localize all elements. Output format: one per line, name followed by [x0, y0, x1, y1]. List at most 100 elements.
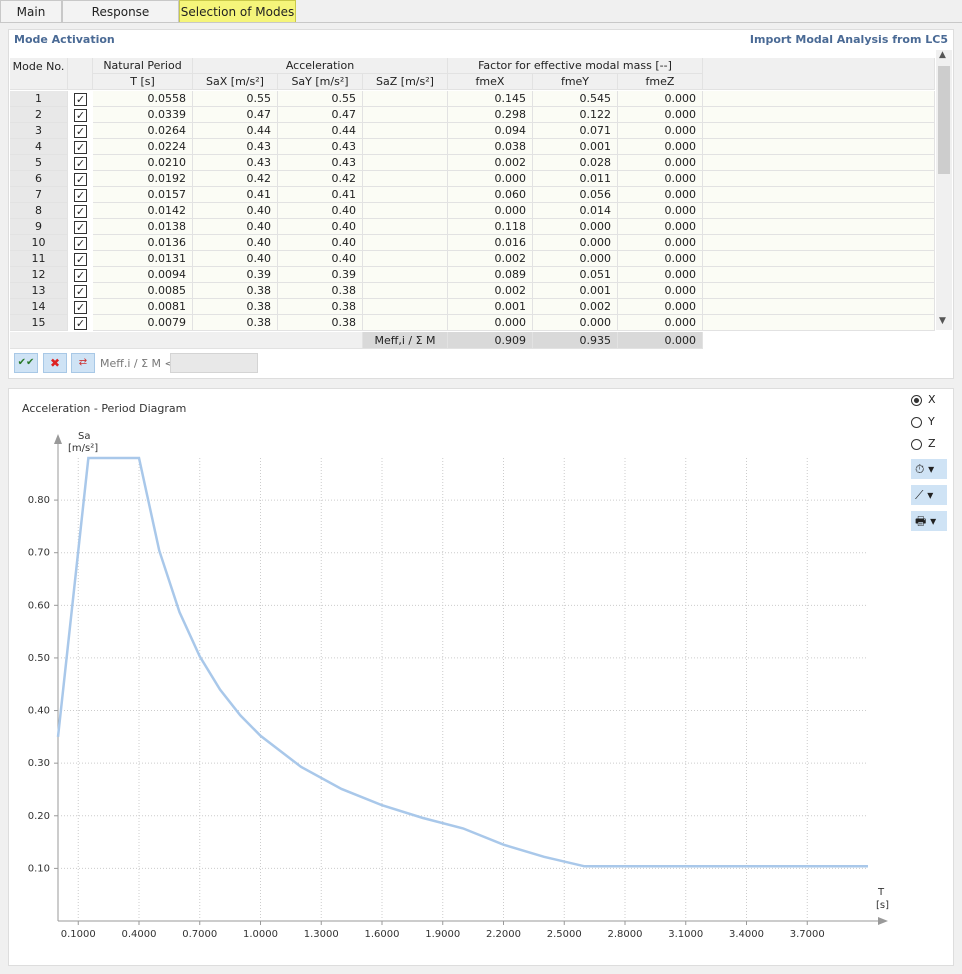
radio-option[interactable]: Z — [911, 437, 936, 451]
scroll-thumb[interactable] — [938, 66, 950, 174]
import-link[interactable]: Import Modal Analysis from LC5 — [749, 33, 948, 46]
value-cell: 0.38 — [278, 299, 363, 315]
y-tick-label: 0.40 — [28, 706, 50, 717]
empty-cell — [363, 219, 448, 235]
value-cell: 0.051 — [533, 267, 618, 283]
animation-button[interactable]: ⏱ ▾ — [911, 459, 947, 479]
check-all-button[interactable]: ✔✔ — [14, 353, 38, 373]
checkbox[interactable]: ✓ — [74, 109, 87, 122]
column-header: fmeY — [533, 74, 618, 90]
mode-number: 8 — [10, 203, 68, 219]
x-tick-label: 3.1000 — [668, 929, 703, 940]
value-cell: 0.014 — [533, 203, 618, 219]
section-title: Mode Activation — [14, 33, 115, 46]
checkbox[interactable]: ✓ — [74, 285, 87, 298]
mode-number: 2 — [10, 107, 68, 123]
checkbox[interactable]: ✓ — [74, 317, 87, 330]
value-cell: 0.40 — [278, 251, 363, 267]
value-cell: 0.000 — [618, 235, 703, 251]
invert-button[interactable]: ⇄ — [71, 353, 95, 373]
empty-cell — [363, 283, 448, 299]
y-tick-label: 0.10 — [28, 863, 50, 874]
empty-cell — [363, 203, 448, 219]
mode-number: 14 — [10, 299, 68, 315]
value-cell: 0.55 — [278, 91, 363, 107]
empty-cell — [703, 283, 935, 299]
value-cell: 0.002 — [448, 155, 533, 171]
uncheck-all-button[interactable]: ✖ — [43, 353, 67, 373]
value-cell: 0.44 — [193, 123, 278, 139]
x-tick-label: 1.0000 — [243, 929, 278, 940]
spectrum-line — [56, 456, 868, 868]
x-tick-label: 2.5000 — [547, 929, 582, 940]
value-cell: 0.000 — [448, 203, 533, 219]
x-tick-label: 0.4000 — [122, 929, 157, 940]
tab[interactable]: Response Spectrum — [62, 0, 179, 41]
value-cell: 0.39 — [278, 267, 363, 283]
value-cell: 0.40 — [193, 203, 278, 219]
tab[interactable]: Main — [0, 0, 62, 23]
mode-number: 6 — [10, 171, 68, 187]
value-cell: 0.028 — [533, 155, 618, 171]
checkbox[interactable]: ✓ — [74, 157, 87, 170]
value-cell: 0.47 — [278, 107, 363, 123]
value-cell: 0.0192 — [93, 171, 193, 187]
scrollbar[interactable]: ▲ ▼ — [936, 50, 952, 330]
checkbox[interactable]: ✓ — [74, 301, 87, 314]
scroll-up[interactable]: ▲ — [939, 50, 946, 60]
checkbox[interactable]: ✓ — [74, 125, 87, 138]
value-cell: 0.0094 — [93, 267, 193, 283]
checkbox[interactable]: ✓ — [74, 221, 87, 234]
value-cell: 0.000 — [533, 219, 618, 235]
mode-number: 13 — [10, 283, 68, 299]
header-check — [68, 58, 93, 90]
mode-number: 4 — [10, 139, 68, 155]
value-cell: 0.40 — [193, 251, 278, 267]
column-header: T [s] — [93, 74, 193, 90]
value-cell: 0.001 — [533, 139, 618, 155]
value-cell: 0.42 — [193, 171, 278, 187]
filter-input[interactable] — [170, 353, 258, 373]
mode-number: 11 — [10, 251, 68, 267]
checkbox[interactable]: ✓ — [74, 173, 87, 186]
checkbox[interactable]: ✓ — [74, 141, 87, 154]
value-cell: 0.0085 — [93, 283, 193, 299]
value-cell: 0.001 — [533, 283, 618, 299]
x-tick-label: 1.3000 — [304, 929, 339, 940]
value-cell: 0.000 — [618, 299, 703, 315]
value-cell: 0.056 — [533, 187, 618, 203]
value-cell: 0.038 — [448, 139, 533, 155]
checkbox[interactable]: ✓ — [74, 205, 87, 218]
checkbox[interactable]: ✓ — [74, 269, 87, 282]
axis-button[interactable]: ⟋ ▾ — [911, 485, 947, 505]
x-tick-label: 1.6000 — [365, 929, 400, 940]
value-cell: 0.118 — [448, 219, 533, 235]
mode-table: Mode No. Natural Period Acceleration Factor… — [10, 50, 935, 349]
print-button[interactable]: 🖶 ▾ — [911, 511, 947, 531]
radio-option[interactable]: Y — [911, 415, 935, 429]
radio-option[interactable]: X — [911, 393, 936, 407]
value-cell: 0.40 — [278, 235, 363, 251]
y-tick-label: 0.70 — [28, 548, 50, 559]
empty-cell — [363, 107, 448, 123]
checkbox[interactable]: ✓ — [74, 189, 87, 202]
value-cell: 0.38 — [193, 315, 278, 331]
y-tick-label: 0.20 — [28, 811, 50, 822]
header-acceleration: Acceleration — [193, 58, 448, 74]
value-cell: 0.43 — [278, 155, 363, 171]
checkbox[interactable]: ✓ — [74, 93, 87, 106]
scroll-down[interactable]: ▼ — [939, 316, 946, 326]
chart-panel — [8, 388, 954, 966]
value-cell: 0.000 — [618, 267, 703, 283]
value-cell: 0.000 — [618, 171, 703, 187]
checkbox[interactable]: ✓ — [74, 237, 87, 250]
value-cell: 0.0264 — [93, 123, 193, 139]
tab-active[interactable]: Selection of Modes — [179, 0, 296, 23]
value-cell: 0.002 — [533, 299, 618, 315]
chart: Acceleration - Period Diagram Sa [m/s²] … — [22, 402, 889, 940]
checkbox[interactable]: ✓ — [74, 253, 87, 266]
value-cell: 0.060 — [448, 187, 533, 203]
empty-cell — [363, 267, 448, 283]
y-tick-label: 0.80 — [28, 495, 50, 506]
